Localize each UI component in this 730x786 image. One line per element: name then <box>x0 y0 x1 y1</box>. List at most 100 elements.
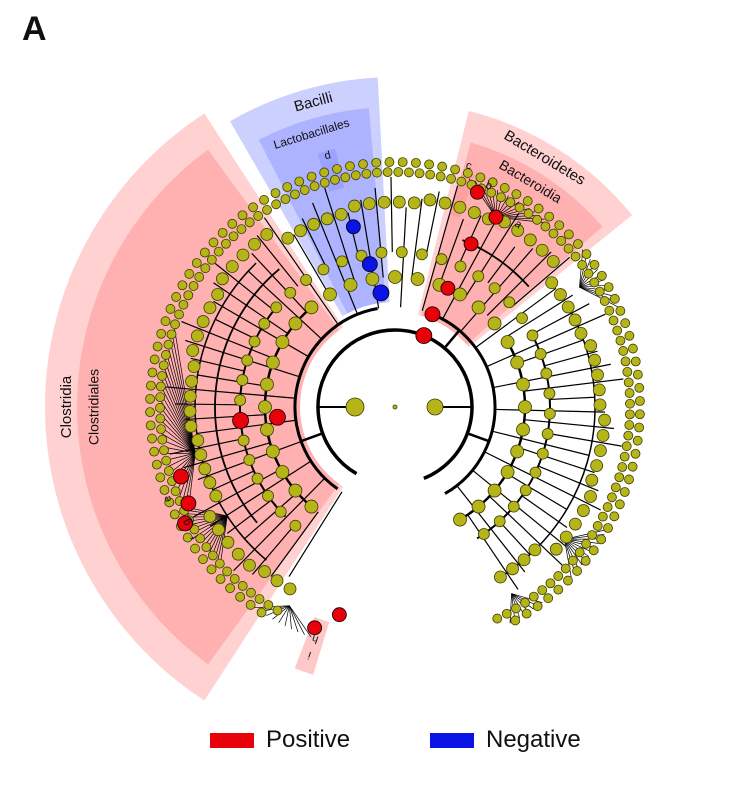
taxon-node <box>615 305 626 316</box>
branch <box>464 212 520 298</box>
taxon-node <box>169 509 180 520</box>
branch <box>491 430 590 456</box>
positive-node <box>424 306 441 323</box>
taxon-node <box>254 594 265 604</box>
fan-branch <box>579 286 619 308</box>
taxon-node <box>251 472 264 485</box>
fan-branch <box>161 379 196 454</box>
taxon-node <box>215 272 229 286</box>
marker-label-g: g <box>180 517 193 528</box>
taxon-node <box>635 396 645 406</box>
taxon-node <box>528 543 542 557</box>
taxon-node <box>426 398 444 416</box>
taxon-node <box>397 157 408 168</box>
taxon-node <box>375 246 388 259</box>
taxon-node <box>577 260 588 270</box>
taxon-node <box>248 237 261 251</box>
taxon-node <box>235 591 246 602</box>
taxon-node <box>217 227 228 238</box>
clade-label-clostridia: Clostridia <box>58 375 75 438</box>
fan-branch <box>278 605 290 623</box>
positive-node <box>470 184 485 200</box>
taxon-node <box>462 168 473 178</box>
taxon-node <box>195 533 206 544</box>
taxon-node <box>155 413 166 424</box>
fan-branch <box>564 539 583 566</box>
branch <box>499 521 531 556</box>
fan-branch <box>214 515 228 559</box>
branch <box>312 202 359 315</box>
taxon-node <box>584 339 598 353</box>
taxon-node <box>500 465 515 479</box>
taxon-node <box>511 189 522 200</box>
taxon-node <box>265 355 280 370</box>
taxon-node <box>568 517 582 531</box>
fan-branch <box>160 419 196 454</box>
taxon-node <box>149 446 160 457</box>
taxon-node <box>446 173 456 184</box>
taxon-node <box>248 202 258 213</box>
taxon-node <box>610 482 621 493</box>
branch <box>517 339 584 364</box>
taxon-node <box>634 409 645 420</box>
branch <box>251 253 307 313</box>
taxon-node <box>186 344 200 357</box>
branch <box>165 386 296 399</box>
taxon-node <box>620 318 631 329</box>
taxon-node <box>275 335 290 349</box>
taxon-node <box>534 348 547 360</box>
taxon-node <box>191 433 205 447</box>
taxon-node <box>540 221 551 232</box>
taxon-node <box>492 613 503 624</box>
fan-branch <box>167 345 196 454</box>
taxon-node <box>145 407 155 418</box>
branch <box>251 524 295 575</box>
branch <box>425 191 440 256</box>
taxon-node <box>323 287 337 302</box>
taxon-node <box>627 461 638 472</box>
taxon-node <box>549 542 563 556</box>
taxon-node <box>609 511 620 522</box>
taxon-node <box>543 407 556 420</box>
taxon-node <box>588 545 599 556</box>
fan-branch <box>217 515 228 562</box>
taxon-node <box>516 422 530 437</box>
taxon-node <box>258 317 271 330</box>
taxon-node <box>243 558 256 572</box>
taxon-node <box>583 268 594 279</box>
taxon-node <box>271 199 281 210</box>
taxon-node <box>157 371 167 381</box>
taxon-node <box>340 172 351 183</box>
taxon-node <box>358 159 368 169</box>
taxon-node <box>194 272 205 282</box>
taxon-node <box>523 208 534 219</box>
taxon-node <box>184 419 198 433</box>
marker-label-i: i <box>307 649 313 661</box>
fan-branch <box>509 593 512 624</box>
taxon-node <box>236 224 247 235</box>
taxon-node <box>260 227 274 241</box>
taxon-node <box>535 243 549 257</box>
fan-branch <box>159 399 196 454</box>
taxon-node <box>170 319 180 330</box>
taxon-node <box>619 487 630 497</box>
taxon-node <box>607 492 617 503</box>
taxon-node <box>453 287 467 302</box>
taxon-node <box>260 422 274 437</box>
taxon-node <box>573 239 583 249</box>
branch <box>213 282 289 335</box>
branch <box>300 432 324 443</box>
taxon-node <box>248 335 261 348</box>
taxon-node <box>493 515 506 528</box>
taxon-node <box>588 353 601 367</box>
positive-node <box>331 607 347 623</box>
fan-branch <box>289 605 305 635</box>
taxon-node <box>580 555 591 566</box>
branch <box>181 321 275 360</box>
taxon-node <box>543 593 554 604</box>
taxon-node <box>237 210 248 221</box>
taxon-node <box>229 573 240 584</box>
taxon-node <box>407 196 421 210</box>
branch <box>486 313 606 368</box>
taxon-node <box>487 177 498 188</box>
